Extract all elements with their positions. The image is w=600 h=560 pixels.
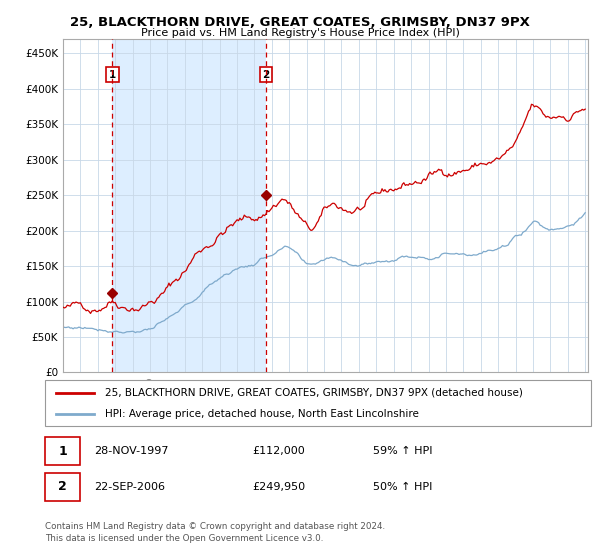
Text: £112,000: £112,000	[253, 446, 305, 456]
Text: Price paid vs. HM Land Registry's House Price Index (HPI): Price paid vs. HM Land Registry's House …	[140, 28, 460, 38]
Bar	[45, 473, 80, 501]
Text: 25, BLACKTHORN DRIVE, GREAT COATES, GRIMSBY, DN37 9PX (detached house): 25, BLACKTHORN DRIVE, GREAT COATES, GRIM…	[105, 388, 523, 398]
Text: 59% ↑ HPI: 59% ↑ HPI	[373, 446, 432, 456]
Text: 2: 2	[58, 480, 67, 493]
Text: £249,950: £249,950	[253, 482, 305, 492]
Text: 1: 1	[58, 445, 67, 458]
Text: 2: 2	[262, 69, 269, 80]
Text: 25, BLACKTHORN DRIVE, GREAT COATES, GRIMSBY, DN37 9PX: 25, BLACKTHORN DRIVE, GREAT COATES, GRIM…	[70, 16, 530, 29]
Text: 28-NOV-1997: 28-NOV-1997	[94, 446, 169, 456]
Text: Contains HM Land Registry data © Crown copyright and database right 2024.
This d: Contains HM Land Registry data © Crown c…	[45, 522, 385, 543]
Text: 1: 1	[109, 69, 116, 80]
Text: 22-SEP-2006: 22-SEP-2006	[94, 482, 165, 492]
Text: 50% ↑ HPI: 50% ↑ HPI	[373, 482, 432, 492]
Bar	[112, 39, 266, 372]
Bar	[45, 437, 80, 465]
Text: HPI: Average price, detached house, North East Lincolnshire: HPI: Average price, detached house, Nort…	[105, 409, 419, 419]
